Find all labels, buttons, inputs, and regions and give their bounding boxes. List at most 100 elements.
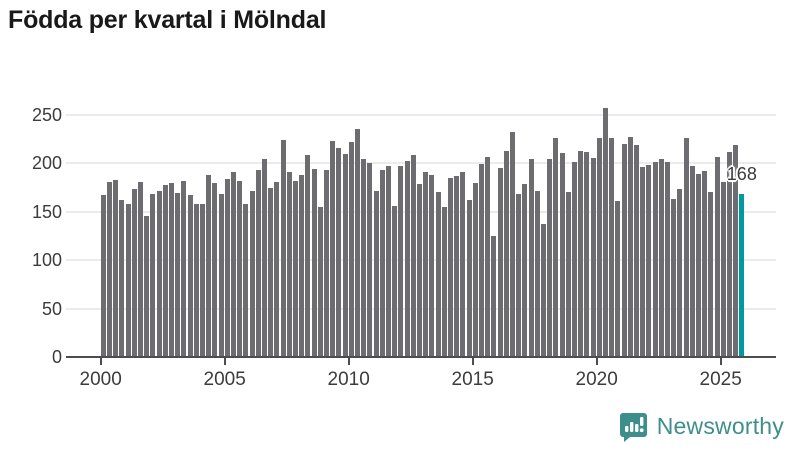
bar bbox=[615, 201, 621, 357]
bar bbox=[156, 191, 162, 357]
bar bbox=[361, 158, 367, 357]
bar bbox=[485, 156, 491, 357]
bar bbox=[100, 195, 106, 357]
bar bbox=[193, 204, 199, 357]
x-axis-label: 2025 bbox=[699, 369, 742, 390]
y-axis-label: 250 bbox=[31, 104, 62, 125]
bar bbox=[268, 187, 274, 357]
bar bbox=[578, 150, 584, 357]
bar bbox=[559, 152, 565, 357]
newsworthy-logo[interactable]: Newsworthy bbox=[618, 411, 784, 442]
bar bbox=[305, 154, 311, 357]
bar bbox=[336, 147, 342, 357]
bar bbox=[658, 159, 664, 357]
y-axis-label: 100 bbox=[31, 250, 62, 271]
bar bbox=[726, 151, 732, 357]
bar bbox=[671, 199, 677, 357]
bar bbox=[466, 200, 472, 357]
bar bbox=[416, 183, 422, 357]
bar bbox=[125, 204, 131, 357]
y-axis-label: 50 bbox=[41, 298, 62, 319]
bar bbox=[168, 182, 174, 357]
bar bbox=[571, 162, 577, 357]
bar bbox=[516, 194, 522, 357]
x-axis-tick bbox=[595, 358, 598, 365]
bar bbox=[633, 144, 639, 357]
bar bbox=[385, 166, 391, 357]
x-axis-label: 2020 bbox=[575, 369, 618, 390]
bar bbox=[472, 182, 478, 357]
chart-title: Födda per kvartal i Mölndal bbox=[8, 6, 327, 34]
bar bbox=[274, 181, 280, 357]
bar bbox=[528, 158, 534, 357]
x-axis-tick bbox=[471, 358, 474, 365]
x-axis-tick bbox=[347, 358, 350, 365]
bar bbox=[299, 174, 305, 357]
bar bbox=[404, 161, 410, 357]
bar bbox=[683, 138, 689, 357]
bar bbox=[720, 181, 726, 357]
bar bbox=[596, 138, 602, 357]
bar bbox=[553, 138, 559, 357]
bar bbox=[243, 204, 249, 357]
bar bbox=[478, 164, 484, 357]
bar bbox=[323, 170, 329, 357]
x-axis-label: 2005 bbox=[203, 369, 246, 390]
bar bbox=[621, 144, 627, 357]
gridline bbox=[66, 162, 776, 165]
x-axis-tick bbox=[223, 358, 226, 365]
bar bbox=[131, 188, 137, 357]
y-axis-label: 200 bbox=[31, 153, 62, 174]
bar bbox=[292, 180, 298, 357]
bar bbox=[212, 182, 218, 357]
bar bbox=[137, 181, 143, 357]
bar bbox=[187, 195, 193, 357]
y-axis-label: 0 bbox=[51, 347, 62, 367]
bar bbox=[590, 157, 596, 357]
bar bbox=[491, 235, 497, 357]
bar bbox=[447, 177, 453, 357]
newsworthy-wordmark: Newsworthy bbox=[656, 413, 784, 439]
bar bbox=[206, 174, 212, 357]
bar bbox=[175, 193, 181, 357]
bar bbox=[367, 163, 373, 357]
bar bbox=[286, 172, 292, 357]
bar bbox=[330, 141, 336, 357]
bar bbox=[602, 108, 608, 357]
bar bbox=[429, 174, 435, 357]
bar bbox=[348, 142, 354, 357]
bar bbox=[113, 179, 119, 357]
bar bbox=[714, 156, 720, 357]
x-axis-tick bbox=[719, 358, 722, 365]
bar bbox=[689, 166, 695, 357]
bar bbox=[503, 150, 509, 357]
bar bbox=[311, 169, 317, 357]
bar bbox=[162, 184, 168, 357]
bar bbox=[354, 128, 360, 357]
gridline bbox=[66, 113, 776, 116]
last-value-label: 168 bbox=[726, 164, 757, 185]
x-axis-tick bbox=[99, 358, 102, 365]
bar bbox=[565, 192, 571, 357]
bar bbox=[218, 194, 224, 357]
x-axis-label: 2000 bbox=[79, 369, 122, 390]
bar bbox=[584, 151, 590, 357]
bar bbox=[373, 191, 379, 357]
bar bbox=[652, 162, 658, 357]
bar bbox=[106, 181, 112, 357]
x-axis-label: 2015 bbox=[451, 369, 494, 390]
bar bbox=[547, 159, 553, 357]
bar bbox=[150, 194, 156, 357]
bar bbox=[224, 178, 230, 357]
bar bbox=[280, 140, 286, 357]
bar bbox=[627, 137, 633, 357]
bar bbox=[261, 159, 267, 357]
bar bbox=[249, 191, 255, 357]
bar bbox=[410, 154, 416, 357]
bar bbox=[435, 192, 441, 357]
bar bbox=[119, 200, 125, 357]
highlighted-bar bbox=[739, 194, 745, 357]
bar bbox=[497, 168, 503, 357]
bar bbox=[534, 191, 540, 357]
